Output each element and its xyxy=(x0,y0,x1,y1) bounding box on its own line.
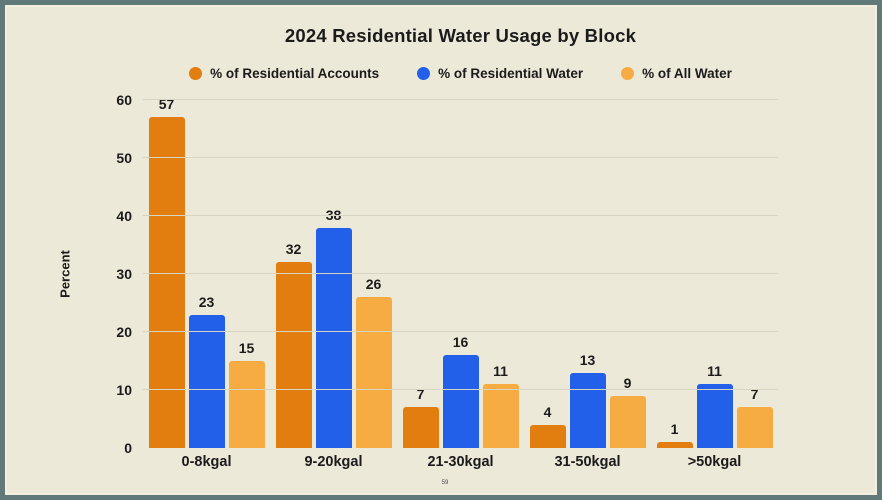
bar-value-label: 11 xyxy=(493,363,508,380)
bar-value-label: 7 xyxy=(416,386,425,403)
legend-item: % of All Water xyxy=(621,66,732,81)
gridline xyxy=(143,215,778,216)
bar-value-label: 13 xyxy=(579,351,596,368)
chart-title: 2024 Residential Water Usage by Block xyxy=(284,25,637,46)
bar: 38 xyxy=(315,207,352,448)
gridline xyxy=(143,389,778,390)
y-tick-label: 30 xyxy=(116,266,132,282)
x-tick-label: 31-50kgal xyxy=(554,454,621,470)
chart-legend: % of Residential Accounts % of Residentia… xyxy=(143,66,778,81)
legend-label: % of All Water xyxy=(642,66,732,81)
legend-item: % of Residential Accounts xyxy=(189,66,379,81)
bar-value-label: 32 xyxy=(285,241,302,258)
bar: 11 xyxy=(482,363,519,448)
x-tick-label: 21-30kgal xyxy=(427,454,494,470)
gridline xyxy=(143,99,778,100)
gridline xyxy=(143,273,778,274)
x-tick-label: 0-8kgal xyxy=(181,454,232,470)
y-tick-label: 0 xyxy=(124,440,132,456)
legend-dot-icon xyxy=(417,67,431,80)
bar: 32 xyxy=(275,241,312,448)
bar-value-label: 16 xyxy=(452,334,469,351)
bar-value-label: 4 xyxy=(543,403,552,420)
bar: 23 xyxy=(188,294,225,448)
plot-area: 57 23 15 32 38 26 7 16 11 4 13 9 1 11 7 0 10 20 30 40 50 60 xyxy=(116,92,778,456)
chart-canvas: 2024 Residential Water Usage by Block % … xyxy=(5,5,877,495)
y-tick-label: 20 xyxy=(116,324,132,340)
bar: 13 xyxy=(569,352,606,448)
bar-group: 1 11 7 xyxy=(651,100,778,448)
gridline xyxy=(143,157,778,158)
bar-group: 7 16 11 xyxy=(397,100,524,448)
bar: 7 xyxy=(402,386,439,448)
bar-value-label: 11 xyxy=(707,363,722,380)
bar-value-label: 1 xyxy=(670,421,679,438)
bar-value-label: 38 xyxy=(325,206,342,223)
chart-header: 2024 Residential Water Usage by Block xyxy=(143,25,778,47)
bar: 11 xyxy=(696,363,733,448)
y-tick-label: 10 xyxy=(116,382,132,398)
bar: 9 xyxy=(609,375,646,448)
gridline xyxy=(143,331,778,332)
x-tick-label: >50kgal xyxy=(687,454,742,470)
legend-label: % of Residential Accounts xyxy=(210,66,380,81)
x-tick-label: 9-20kgal xyxy=(304,454,363,470)
bar: 57 xyxy=(148,96,185,448)
y-tick-label: 40 xyxy=(116,208,132,224)
bar: 7 xyxy=(736,386,773,448)
slide-page-number: 59 xyxy=(441,480,449,486)
legend-label: % of Residential Water xyxy=(438,66,584,81)
bar: 26 xyxy=(355,276,392,448)
bar-value-label: 23 xyxy=(198,293,215,310)
bar: 4 xyxy=(529,404,566,448)
x-axis-labels: 0-8kgal 9-20kgal 21-30kgal 31-50kgal >50kgal xyxy=(143,454,778,470)
bar: 16 xyxy=(442,334,479,448)
bar-value-label: 15 xyxy=(238,340,255,356)
bar-value-label: 7 xyxy=(750,386,759,403)
y-tick-label: 50 xyxy=(116,150,132,166)
y-tick-label: 60 xyxy=(116,92,132,108)
bar: 15 xyxy=(228,340,265,448)
bar: 1 xyxy=(656,421,693,448)
bar-group: 57 23 15 xyxy=(143,96,270,448)
bar-value-label: 9 xyxy=(623,374,632,391)
bar-group: 4 13 9 xyxy=(524,100,651,448)
legend-dot-icon xyxy=(189,67,203,80)
bar-groups: 57 23 15 32 38 26 7 16 11 4 13 9 1 11 7 xyxy=(143,96,778,448)
bar-group: 32 38 26 xyxy=(270,100,397,448)
legend-item: % of Residential Water xyxy=(417,66,583,81)
bar-value-label: 57 xyxy=(158,96,175,113)
bar-value-label: 26 xyxy=(365,276,382,293)
legend-dot-icon xyxy=(621,67,635,80)
